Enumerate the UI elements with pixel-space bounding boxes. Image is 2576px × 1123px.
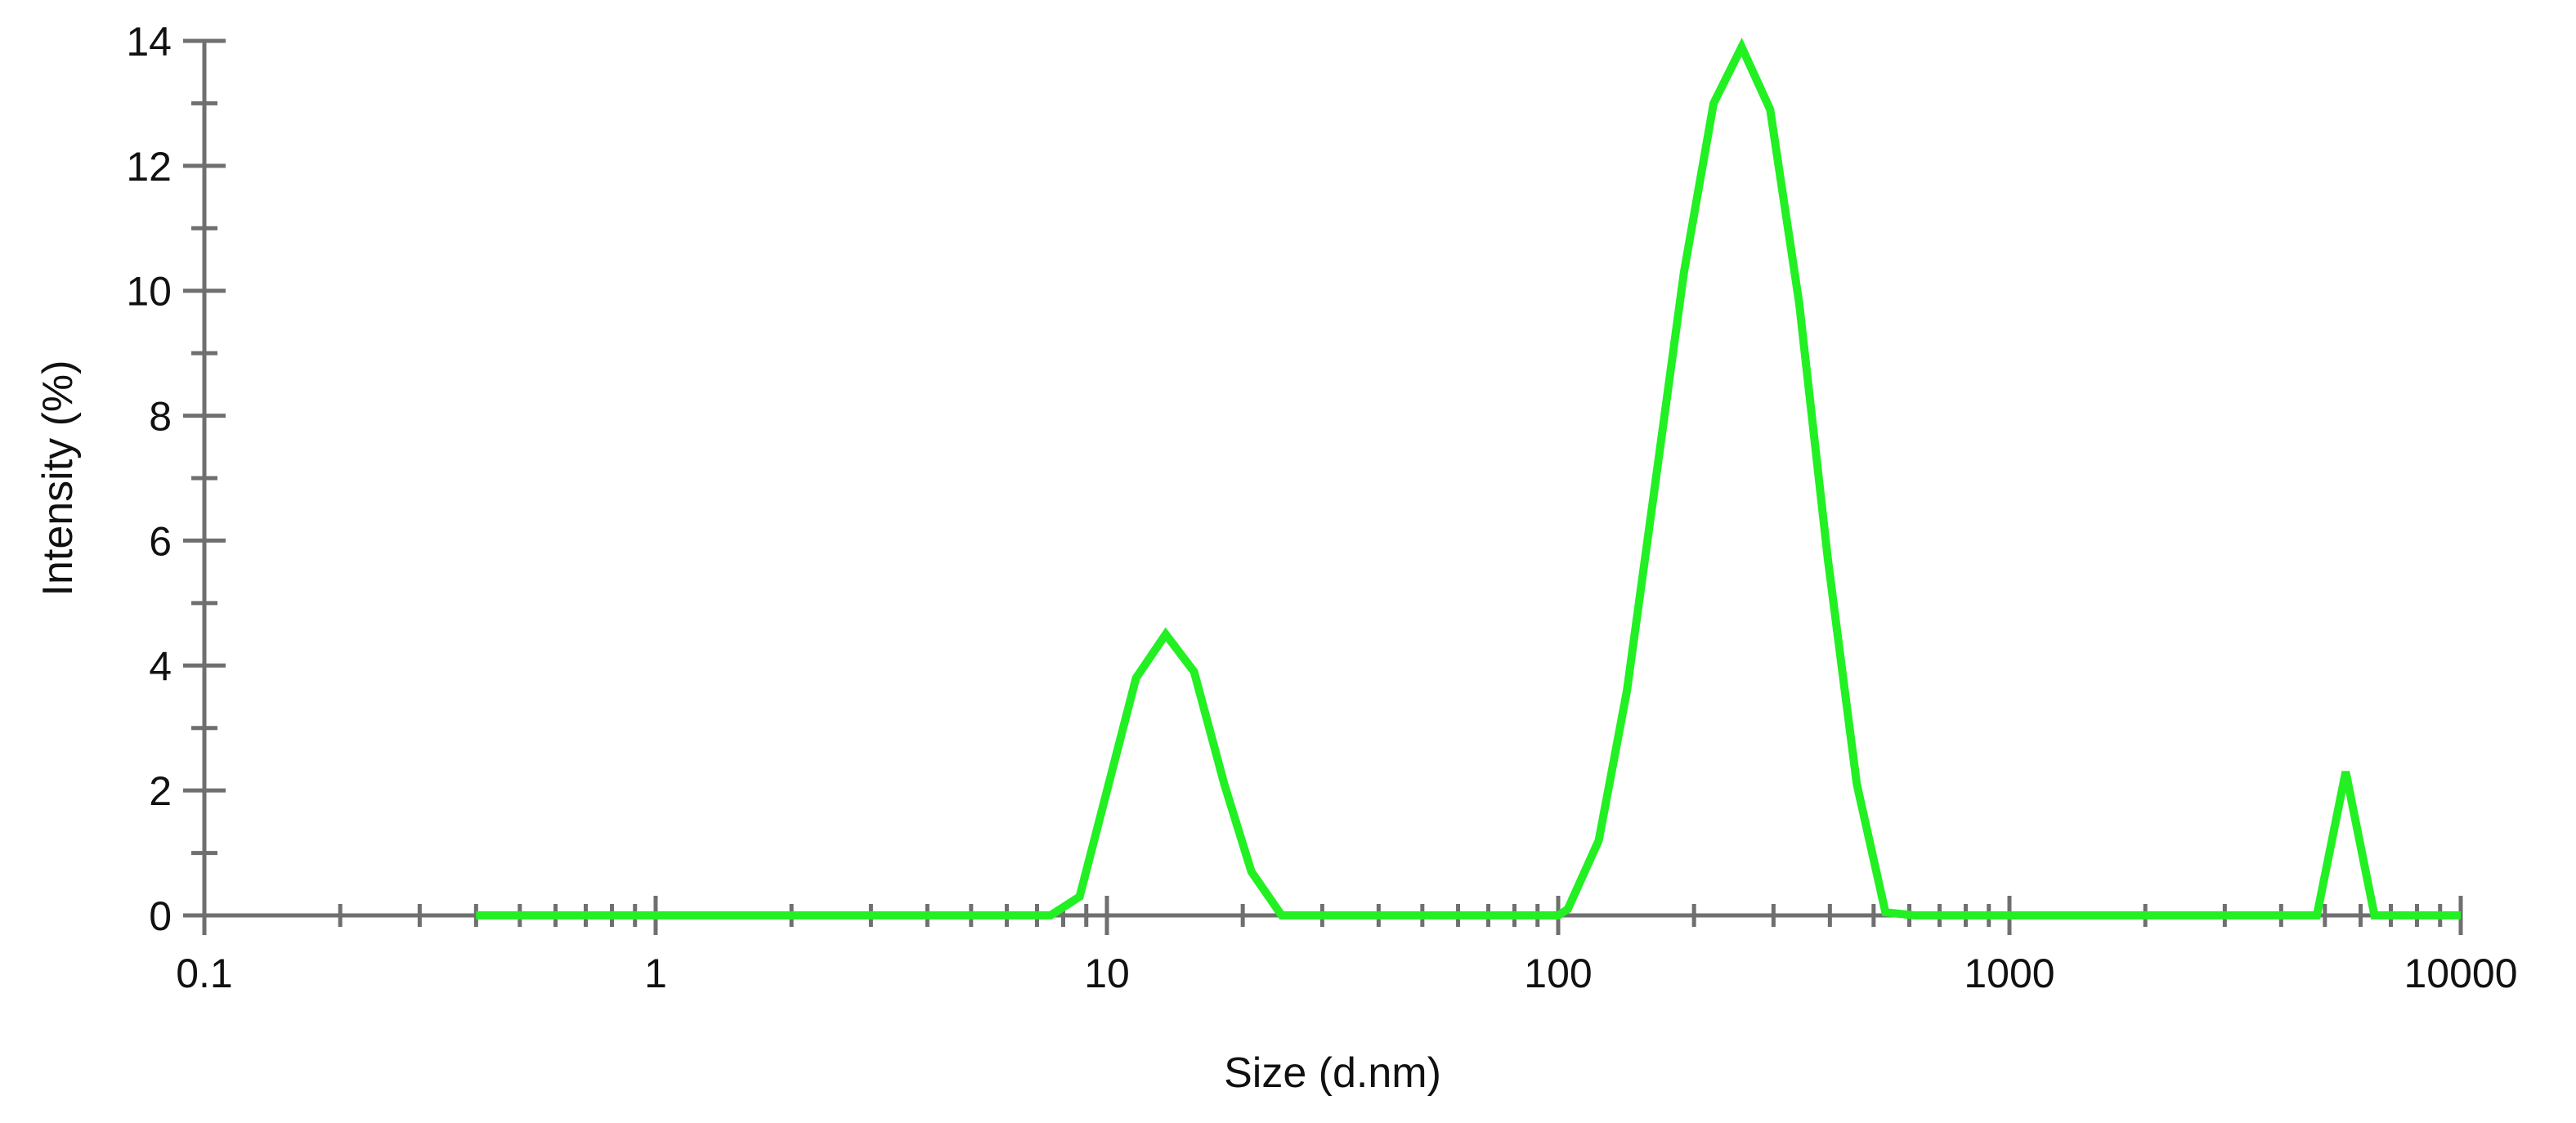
y-tick-label: 4 — [149, 643, 172, 689]
y-axis-title: Intensity (%) — [34, 360, 82, 597]
series-line — [476, 37, 2461, 919]
y-tick-label: 6 — [149, 518, 172, 564]
y-tick-label: 14 — [126, 19, 172, 65]
x-tick-label: 1 — [644, 951, 667, 996]
y-tick-label: 12 — [126, 144, 172, 190]
y-tick-label: 10 — [126, 269, 172, 315]
y-tick-label: 0 — [149, 893, 172, 939]
x-tick-label: 100 — [1524, 951, 1592, 996]
y-ticks: 0 2 4 6 8 10 12 14 — [126, 19, 226, 939]
x-tick-label: 10000 — [2404, 951, 2517, 996]
x-tick-label: 10 — [1084, 951, 1130, 996]
y-tick-label: 2 — [149, 768, 172, 814]
y-tick-label: 8 — [149, 394, 172, 440]
x-axis-title: Size (d.nm) — [1224, 1049, 1441, 1097]
x-tick-label: 1000 — [1964, 951, 2054, 996]
axes — [202, 41, 2461, 918]
x-ticks: 0.1 1 10 100 1000 10000 — [176, 896, 2518, 996]
x-tick-label: 0.1 — [176, 951, 233, 996]
plot-series — [476, 37, 2461, 919]
